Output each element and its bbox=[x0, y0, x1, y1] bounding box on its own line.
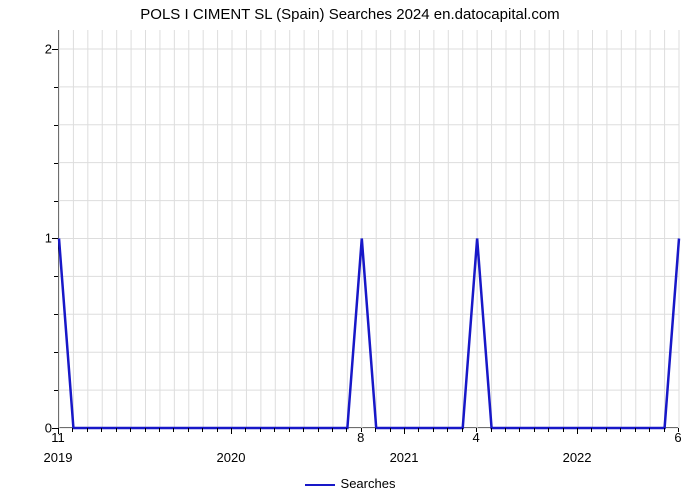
x-minor-tick bbox=[289, 428, 290, 432]
x-minor-tick bbox=[72, 428, 73, 432]
x-minor-tick bbox=[202, 428, 203, 432]
x-minor-tick bbox=[159, 428, 160, 432]
x-minor-tick bbox=[462, 428, 463, 432]
x-minor-tick bbox=[130, 428, 131, 432]
chart-container: POLS I CIMENT SL (Spain) Searches 2024 e… bbox=[0, 0, 700, 500]
y-minor-tick bbox=[54, 390, 58, 391]
y-tick-label: 1 bbox=[45, 231, 52, 246]
x-minor-tick bbox=[116, 428, 117, 432]
y-minor-tick bbox=[54, 276, 58, 277]
y-tick bbox=[52, 49, 58, 50]
x-minor-tick bbox=[519, 428, 520, 432]
x-minor-tick bbox=[591, 428, 592, 432]
x-minor-tick bbox=[548, 428, 549, 432]
x-minor-tick bbox=[332, 428, 333, 432]
x-minor-tick bbox=[433, 428, 434, 432]
data-label: 6 bbox=[674, 430, 681, 445]
x-minor-tick bbox=[101, 428, 102, 432]
data-label: 4 bbox=[473, 430, 480, 445]
legend-swatch bbox=[305, 484, 335, 486]
x-minor-tick bbox=[447, 428, 448, 432]
x-tick-label: 2019 bbox=[44, 450, 73, 465]
x-minor-tick bbox=[318, 428, 319, 432]
x-tick bbox=[404, 428, 405, 434]
x-minor-tick bbox=[173, 428, 174, 432]
line-layer bbox=[59, 30, 679, 428]
legend: Searches bbox=[0, 476, 700, 491]
x-minor-tick bbox=[649, 428, 650, 432]
x-minor-tick bbox=[245, 428, 246, 432]
data-label: 8 bbox=[357, 430, 364, 445]
x-tick-label: 2020 bbox=[217, 450, 246, 465]
x-minor-tick bbox=[563, 428, 564, 432]
y-minor-tick bbox=[54, 163, 58, 164]
plot-area bbox=[58, 30, 678, 428]
y-minor-tick bbox=[54, 201, 58, 202]
x-minor-tick bbox=[620, 428, 621, 432]
x-tick bbox=[231, 428, 232, 434]
y-minor-tick bbox=[54, 87, 58, 88]
x-minor-tick bbox=[635, 428, 636, 432]
y-tick bbox=[52, 238, 58, 239]
x-minor-tick bbox=[145, 428, 146, 432]
x-minor-tick bbox=[217, 428, 218, 432]
legend-label: Searches bbox=[341, 476, 396, 491]
x-minor-tick bbox=[260, 428, 261, 432]
x-minor-tick bbox=[664, 428, 665, 432]
y-minor-tick bbox=[54, 352, 58, 353]
x-minor-tick bbox=[418, 428, 419, 432]
chart-title: POLS I CIMENT SL (Spain) Searches 2024 e… bbox=[0, 6, 700, 23]
x-minor-tick bbox=[534, 428, 535, 432]
y-minor-tick bbox=[54, 314, 58, 315]
x-tick-label: 2022 bbox=[563, 450, 592, 465]
x-tick-label: 2021 bbox=[390, 450, 419, 465]
x-minor-tick bbox=[303, 428, 304, 432]
x-minor-tick bbox=[505, 428, 506, 432]
x-minor-tick bbox=[375, 428, 376, 432]
y-minor-tick bbox=[54, 125, 58, 126]
y-tick-label: 2 bbox=[45, 41, 52, 56]
x-tick bbox=[577, 428, 578, 434]
series-line bbox=[59, 238, 679, 428]
x-minor-tick bbox=[606, 428, 607, 432]
x-minor-tick bbox=[87, 428, 88, 432]
x-minor-tick bbox=[390, 428, 391, 432]
x-minor-tick bbox=[491, 428, 492, 432]
data-label: 11 bbox=[51, 430, 65, 445]
x-minor-tick bbox=[188, 428, 189, 432]
x-minor-tick bbox=[346, 428, 347, 432]
x-minor-tick bbox=[274, 428, 275, 432]
